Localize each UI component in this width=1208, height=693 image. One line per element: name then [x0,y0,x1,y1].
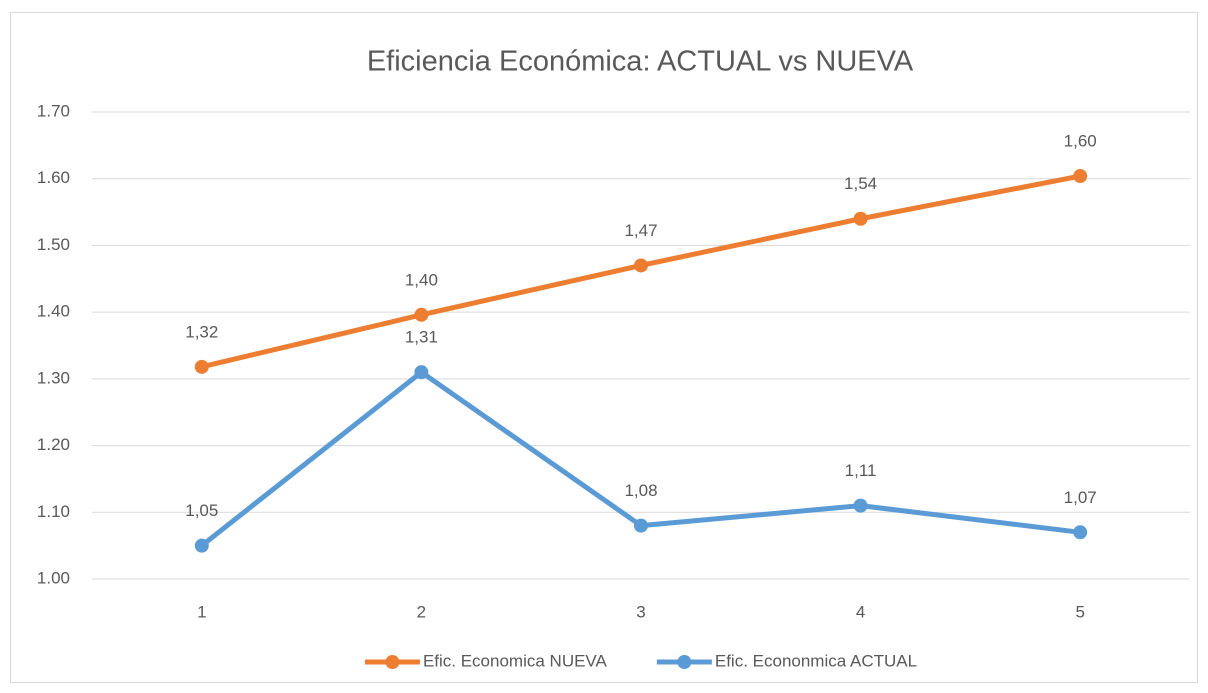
data-label: 1,08 [624,481,657,500]
data-point [634,518,648,533]
data-label: 1,07 [1064,488,1097,507]
data-point [194,359,209,374]
y-tick-label: 1.50 [37,235,70,254]
data-point [414,307,429,322]
chart-title: Eficiencia Económica: ACTUAL vs NUEVA [367,46,914,78]
data-label: 1,54 [844,174,877,193]
data-point [414,365,429,380]
data-point [853,498,868,513]
x-tick-label: 2 [417,602,426,621]
y-tick-label: 1.10 [37,502,70,521]
data-label: 1,32 [185,322,218,341]
legend-label: Efic. Econonmica ACTUAL [715,651,917,670]
data-point [853,211,868,226]
legend-label: Efic. Economica NUEVA [423,651,608,670]
legend-marker [385,655,400,669]
data-point [194,538,209,553]
x-tick-label: 3 [636,602,645,621]
y-tick-label: 1.20 [37,435,70,454]
y-tick-label: 1.40 [37,302,70,321]
x-tick-label: 4 [856,602,865,621]
x-tick-label: 1 [197,602,206,621]
y-tick-label: 1.60 [37,168,70,187]
data-point [1073,169,1088,184]
chart-frame [10,12,1198,683]
data-label: 1,05 [185,501,218,520]
data-label: 1,11 [845,461,877,480]
y-tick-label: 1.70 [37,101,70,120]
data-label: 1,40 [405,270,438,289]
y-tick-label: 1.30 [37,368,70,387]
data-point [1073,525,1088,540]
data-label: 1,31 [405,328,438,347]
x-tick-label: 5 [1075,602,1084,621]
y-tick-label: 1.00 [37,568,70,587]
data-label: 1,47 [624,221,657,240]
data-point [634,258,648,273]
legend-marker [677,655,692,669]
data-label: 1,60 [1064,132,1097,151]
